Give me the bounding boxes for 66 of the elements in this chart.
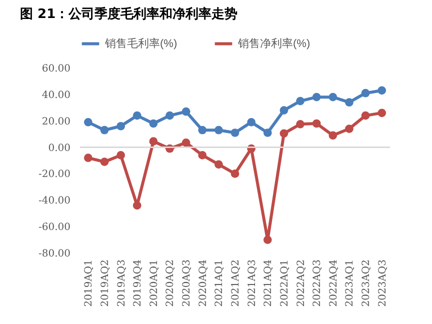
y-tick-label: -40.00 [38, 196, 70, 207]
point [263, 236, 272, 244]
point [132, 111, 142, 120]
x-tick-label: 2022AQ4 [328, 260, 340, 307]
x-tick-label: 2023AQ3 [377, 260, 388, 307]
x-tick-label: 2019AQ1 [84, 260, 95, 307]
x-tick-label: 2022AQ2 [296, 260, 307, 307]
point [84, 154, 92, 162]
point [116, 151, 125, 160]
point [149, 137, 158, 146]
y-tick-label: 40.00 [42, 90, 70, 101]
point [214, 160, 223, 169]
x-tick-label: 2021AQ4 [263, 260, 274, 307]
x-tick-label: 2021AQ3 [246, 260, 258, 307]
legend-label: 销售净利率(%) [237, 36, 310, 50]
x-tick-label: 2020AQ1 [148, 260, 160, 307]
point [345, 98, 354, 107]
point [230, 170, 240, 178]
y-tick-label: -20.00 [38, 169, 70, 180]
point [280, 129, 288, 138]
x-tick-label: 2022AQ1 [279, 260, 290, 307]
point [100, 126, 109, 134]
point [182, 138, 190, 147]
point [345, 124, 354, 133]
point [100, 158, 109, 166]
x-tick-label: 2023AQ2 [361, 260, 372, 307]
point [378, 108, 386, 118]
point [296, 96, 304, 106]
x-tick-label: 2021AQ1 [214, 260, 226, 307]
legend-label: 销售毛利率(%) [104, 36, 178, 50]
point [263, 128, 272, 137]
point [84, 118, 92, 126]
y-tick-label: -80.00 [38, 248, 70, 260]
x-tick-label: 2019AQ3 [116, 260, 128, 307]
point [361, 111, 370, 120]
point [247, 118, 256, 126]
point [182, 107, 190, 116]
point [328, 92, 338, 102]
point [280, 106, 288, 114]
x-tick-label: 2020AQ4 [198, 260, 209, 307]
x-tick-label: 2020AQ2 [165, 260, 176, 307]
x-tick-label: 2022AQ3 [312, 260, 324, 307]
point [328, 131, 338, 140]
point [312, 119, 321, 128]
point [230, 128, 240, 137]
point [132, 201, 142, 210]
point [312, 92, 321, 102]
x-tick-label: 2019AQ4 [132, 260, 144, 307]
point [166, 111, 174, 120]
point [149, 119, 158, 128]
point [198, 126, 207, 134]
x-tick-label: 2023AQ1 [344, 260, 356, 307]
chart-title: 图 21：公司季度毛利率和净利率走势 [20, 6, 238, 22]
y-tick-label: 60.00 [42, 64, 70, 74]
x-tick-label: 2019AQ2 [100, 260, 111, 307]
y-tick-label: 20.00 [42, 116, 70, 128]
point [378, 86, 386, 95]
y-tick-label: 0.00 [48, 142, 70, 154]
y-tick-label: -60.00 [38, 222, 70, 234]
x-tick-label: 2021AQ2 [230, 260, 242, 307]
point [296, 120, 304, 128]
point [214, 126, 223, 134]
point [198, 151, 207, 160]
x-tick-label: 2020AQ3 [182, 260, 193, 307]
point [116, 122, 125, 130]
point [361, 88, 370, 98]
